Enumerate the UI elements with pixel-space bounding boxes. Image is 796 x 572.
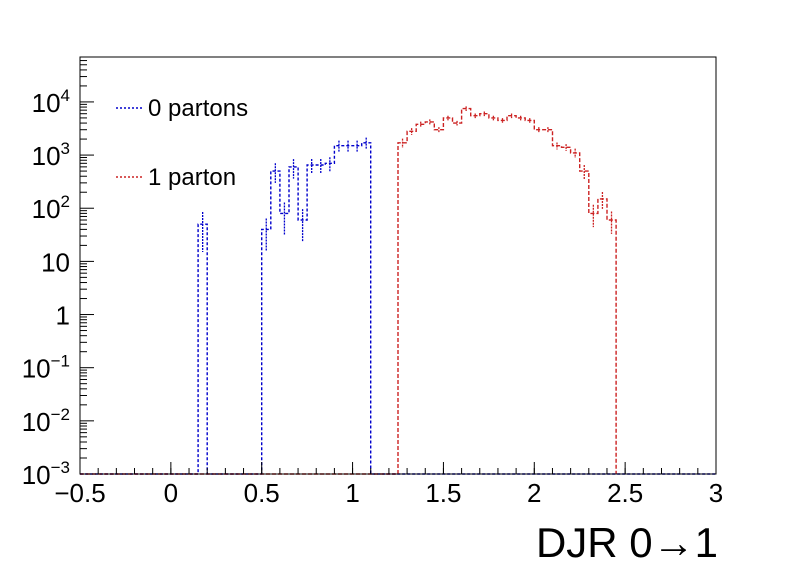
x-axis-title: DJR 0→1 [536, 519, 718, 566]
x-tick-label: −0.5 [54, 478, 105, 508]
y-tick-label: 10−1 [22, 352, 70, 384]
x-tick-label: 0.5 [244, 478, 280, 508]
series-0-histogram [80, 142, 716, 475]
plot-frame [79, 56, 717, 475]
x-tick-label: 2 [527, 478, 541, 508]
x-tick-label: 3 [709, 478, 723, 508]
axes: −0.5 0 0.5 1 1.5 2 2.5 3 10−3 10−2 10−1 1 10 102 103 10… [22, 56, 723, 508]
y-tick-label: 10 [41, 247, 70, 277]
legend-label-1: 1 parton [148, 164, 236, 191]
y-tick-label: 10−2 [22, 405, 70, 437]
plot-area [80, 106, 716, 475]
y-tick-label: 104 [32, 86, 70, 118]
legend: 0 partons 1 parton [116, 95, 248, 191]
x-tick-label: 2.5 [607, 478, 643, 508]
x-tick-label: 1 [345, 478, 359, 508]
y-tick-label: 1 [56, 301, 70, 331]
y-tick-label: 102 [32, 192, 70, 224]
y-tick-label: 10−3 [22, 458, 70, 490]
x-tick-label: 0 [164, 478, 178, 508]
legend-label-0: 0 partons [148, 95, 248, 122]
y-tick-label: 103 [32, 139, 70, 171]
series-1-histogram [80, 107, 617, 475]
x-tick-label: 1.5 [425, 478, 461, 508]
